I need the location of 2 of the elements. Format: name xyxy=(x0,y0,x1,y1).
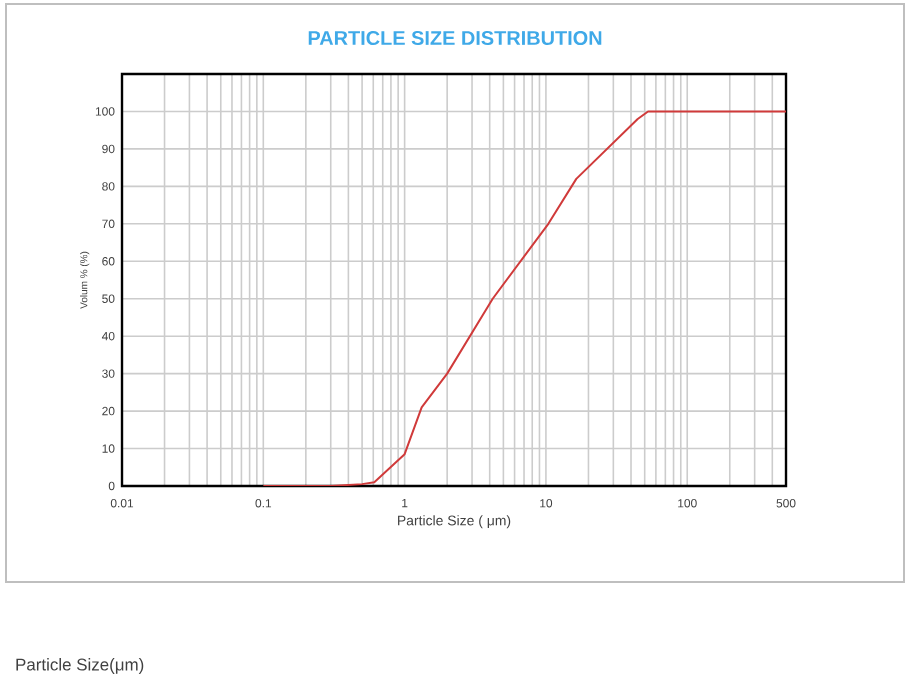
text: Particle Size(μm) xyxy=(16,658,144,674)
chart-title: PARTICLE SIZE DISTRIBUTION xyxy=(308,30,602,46)
